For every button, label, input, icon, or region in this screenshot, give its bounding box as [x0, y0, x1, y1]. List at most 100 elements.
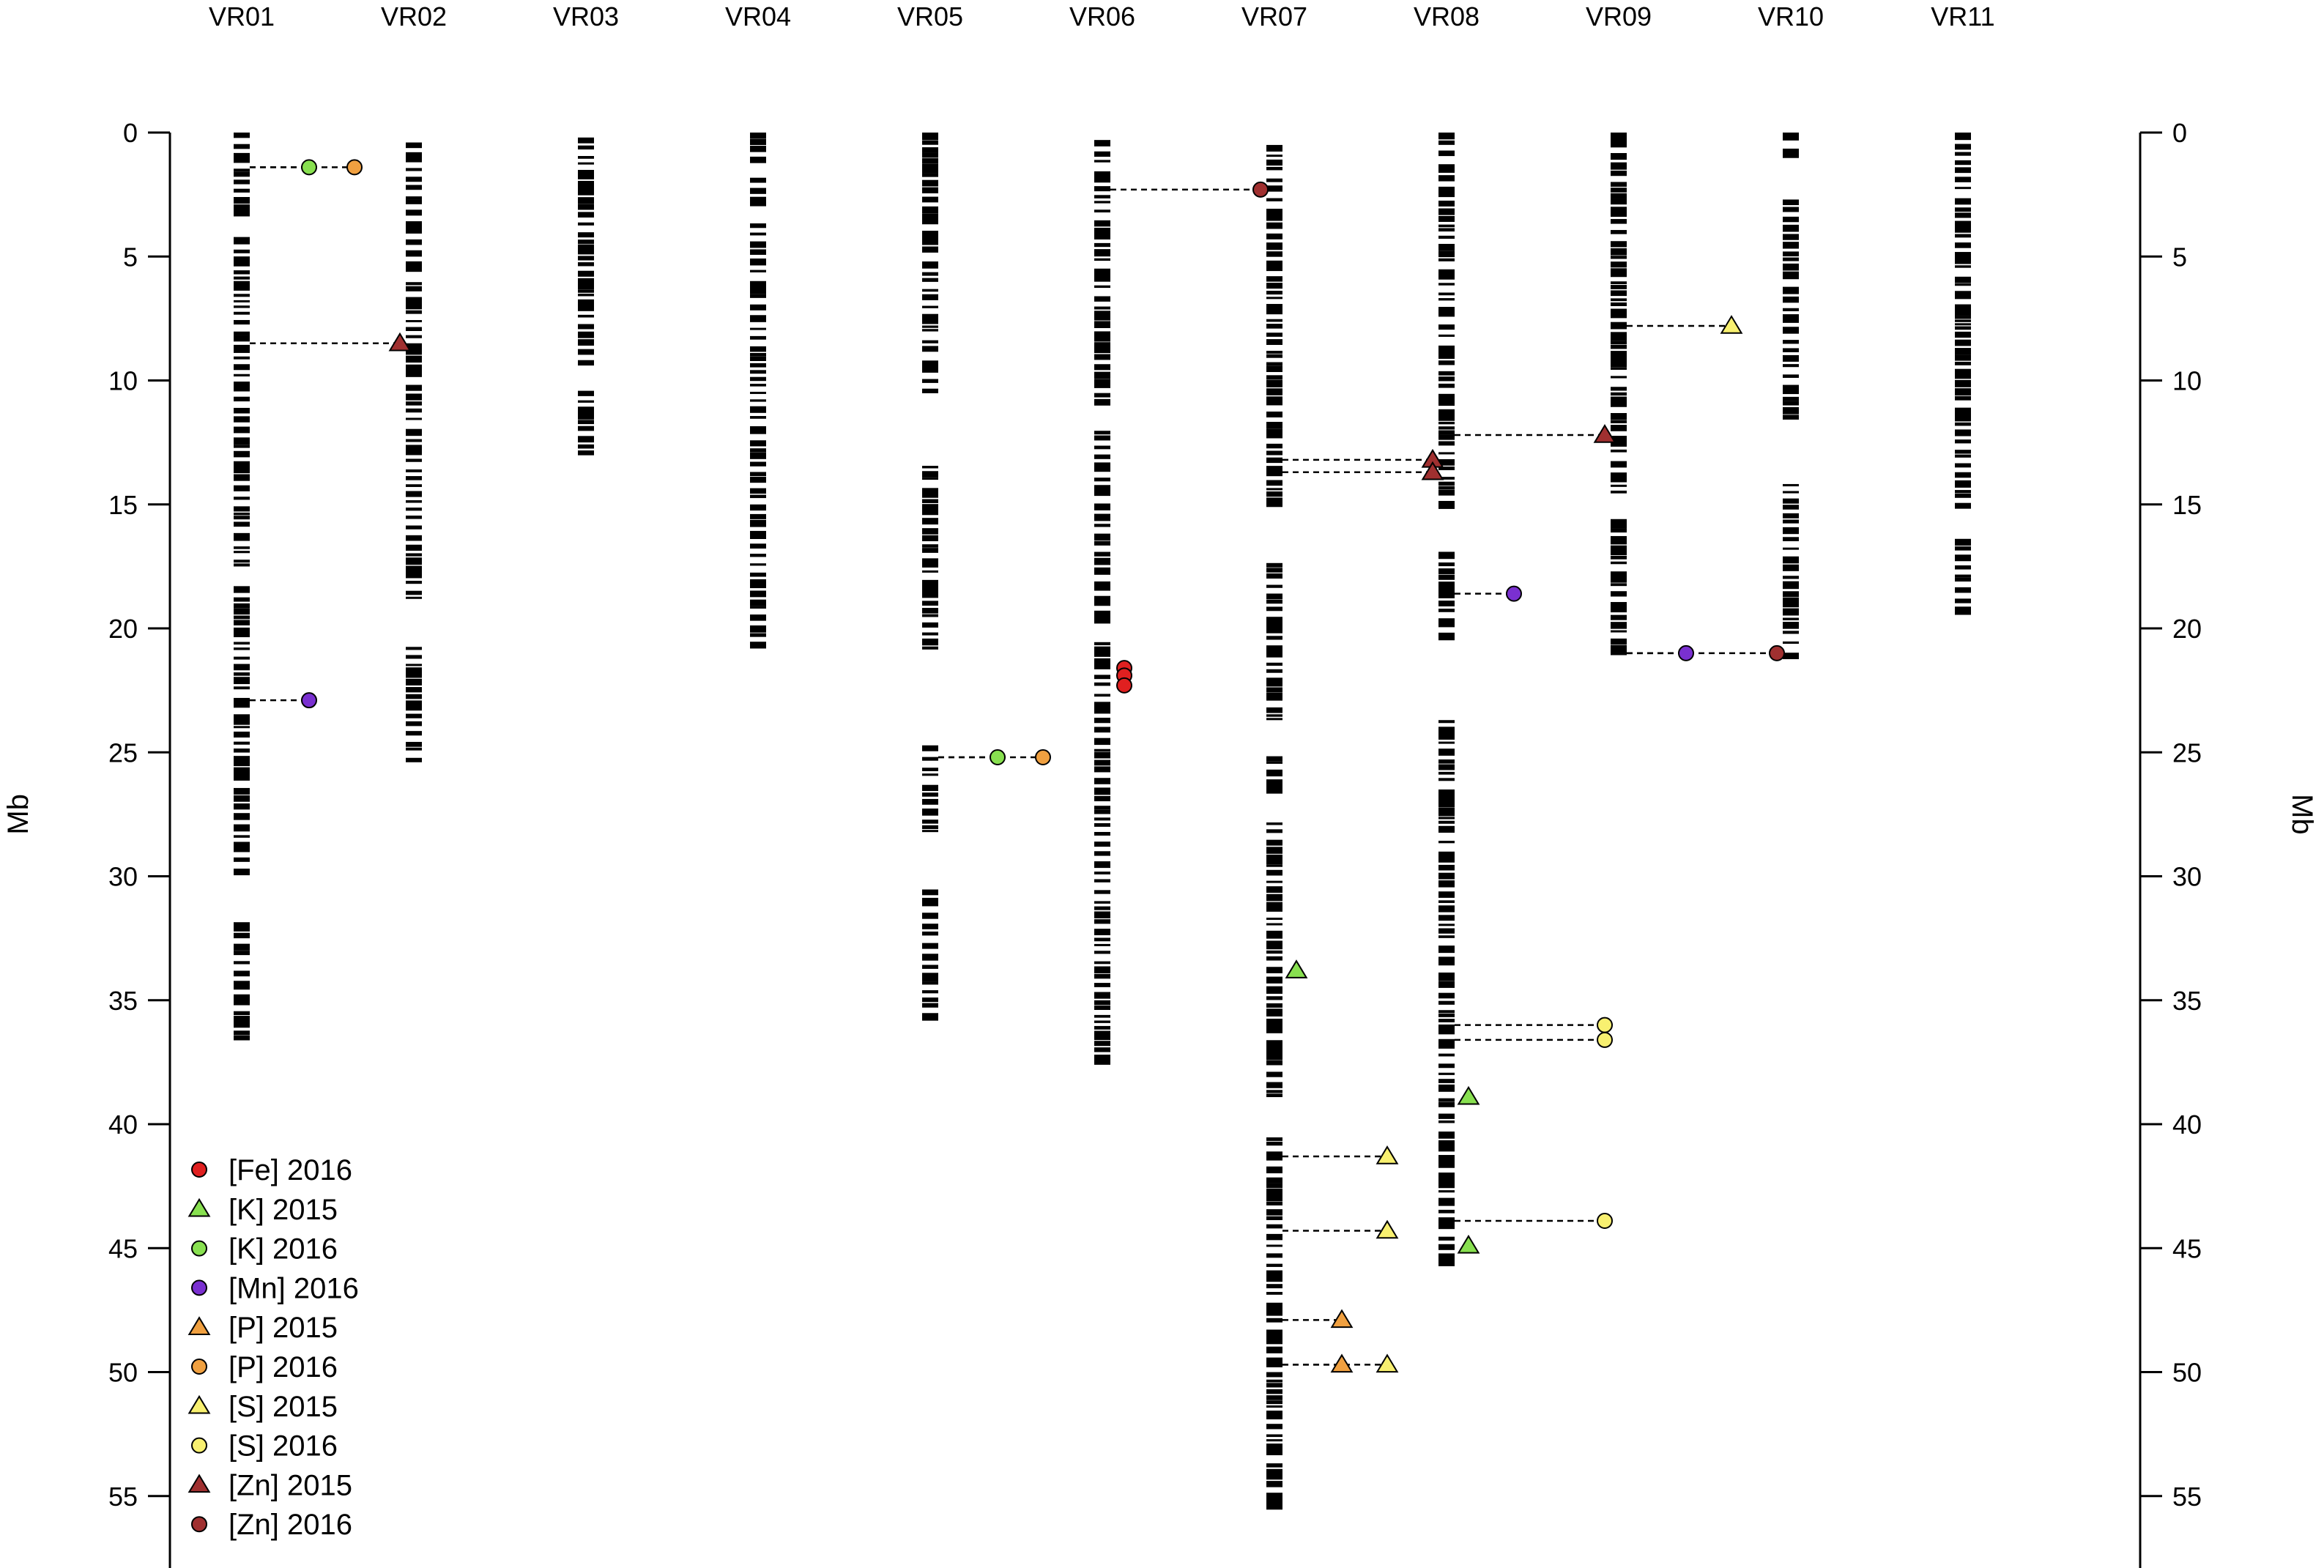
- marker-tick: [1611, 356, 1627, 364]
- marker-tick: [922, 237, 938, 242]
- marker-tick: [1611, 630, 1627, 633]
- marker-tick: [1094, 748, 1110, 752]
- marker-k-2016: [301, 159, 317, 176]
- marker-tick: [1094, 186, 1110, 192]
- marker-tick: [1438, 275, 1455, 280]
- marker-tick: [750, 448, 766, 453]
- marker-tick: [234, 731, 250, 738]
- marker-tick: [1094, 937, 1110, 942]
- marker-tick: [234, 311, 250, 315]
- marker-tick: [406, 393, 422, 401]
- marker-tick: [1438, 800, 1455, 808]
- marker-tick: [1094, 379, 1110, 384]
- marker-tick: [1266, 653, 1282, 658]
- marker-tick: [406, 678, 422, 685]
- marker-tick: [1955, 565, 1971, 570]
- marker-tick: [1611, 535, 1627, 541]
- marker-tick: [922, 509, 938, 516]
- marker-tick: [1611, 271, 1627, 278]
- marker-tick: [1094, 431, 1110, 435]
- marker-tick: [1266, 930, 1282, 937]
- marker-tick: [1094, 707, 1110, 714]
- marker-tick: [1266, 1244, 1282, 1247]
- marker-tick: [1611, 187, 1627, 193]
- marker-tick: [922, 579, 938, 587]
- marker-tick: [750, 543, 766, 549]
- marker-s-2016: [1597, 1031, 1613, 1048]
- marker-tick: [750, 431, 766, 434]
- marker-tick: [922, 990, 938, 994]
- marker-tick: [406, 261, 422, 266]
- marker-tick: [1266, 332, 1282, 337]
- marker-tick: [234, 426, 250, 434]
- marker-tick: [1094, 806, 1110, 810]
- marker-tick: [1783, 631, 1799, 634]
- marker-tick: [406, 706, 422, 711]
- marker-tick: [234, 741, 250, 745]
- marker-mn-2016: [1506, 585, 1522, 602]
- marker-tick: [922, 943, 938, 949]
- marker-tick: [1955, 331, 1971, 338]
- marker-tick: [1094, 759, 1110, 766]
- marker-tick: [750, 376, 766, 382]
- marker-tick: [750, 315, 766, 321]
- marker-tick: [1266, 469, 1282, 477]
- marker-tick: [1438, 489, 1455, 496]
- marker-tick: [1094, 983, 1110, 987]
- marker-tick: [1266, 488, 1282, 491]
- marker-tick: [1266, 893, 1282, 902]
- marker-tick: [1438, 963, 1455, 966]
- marker-tick: [1438, 820, 1455, 824]
- marker-tick: [1783, 498, 1799, 504]
- marker-tick: [1438, 872, 1455, 880]
- marker-tick: [1094, 393, 1110, 398]
- marker-tick: [1438, 235, 1455, 239]
- marker-tick: [750, 346, 766, 352]
- marker-tick: [234, 335, 250, 342]
- right-y-tick-label: 10: [2172, 366, 2202, 396]
- marker-tick: [1955, 538, 1971, 546]
- marker-tick: [406, 671, 422, 678]
- marker-tick: [1094, 595, 1110, 603]
- marker-tick: [1266, 950, 1282, 954]
- marker-tick: [1438, 1120, 1455, 1123]
- marker-tick: [1266, 986, 1282, 992]
- marker-tick: [1783, 519, 1799, 524]
- marker-tick: [1094, 879, 1110, 883]
- marker-tick: [1266, 144, 1282, 152]
- legend-label: [Mn] 2016: [229, 1272, 359, 1304]
- marker-tick: [922, 313, 938, 322]
- marker-p-2016: [1035, 749, 1051, 766]
- marker-p-2016: [346, 159, 363, 176]
- right-y-tick-label: 45: [2172, 1233, 2202, 1263]
- marker-tick: [406, 177, 422, 182]
- marker-tick: [1438, 307, 1455, 313]
- marker-tick: [1438, 1256, 1455, 1263]
- marker-tick: [1266, 1090, 1282, 1093]
- marker-tick: [1955, 361, 1971, 365]
- marker-tick: [234, 551, 250, 554]
- marker-tick: [922, 798, 938, 805]
- marker-tick: [1438, 441, 1455, 446]
- marker-tick: [234, 1000, 250, 1006]
- marker-tick: [1438, 817, 1455, 820]
- marker-tick: [234, 615, 250, 620]
- marker-tick: [1438, 200, 1455, 207]
- marker-tick: [1955, 493, 1971, 498]
- marker-tick: [1438, 864, 1455, 871]
- marker-tick: [234, 686, 250, 690]
- marker-tick: [1266, 1008, 1282, 1015]
- marker-tick: [1438, 376, 1455, 382]
- marker-tick: [234, 197, 250, 204]
- legend-label: [Zn] 2015: [229, 1469, 352, 1501]
- marker-tick: [922, 931, 938, 936]
- marker-tick: [1266, 350, 1282, 354]
- marker-tick: [750, 177, 766, 183]
- marker-tick: [406, 209, 422, 216]
- marker-tick: [1438, 383, 1455, 388]
- marker-tick: [1266, 718, 1282, 721]
- marker-tick: [1783, 591, 1799, 598]
- marker-tick: [1266, 886, 1282, 893]
- legend-symbol-circle: [191, 1279, 207, 1296]
- marker-tick: [1611, 461, 1627, 468]
